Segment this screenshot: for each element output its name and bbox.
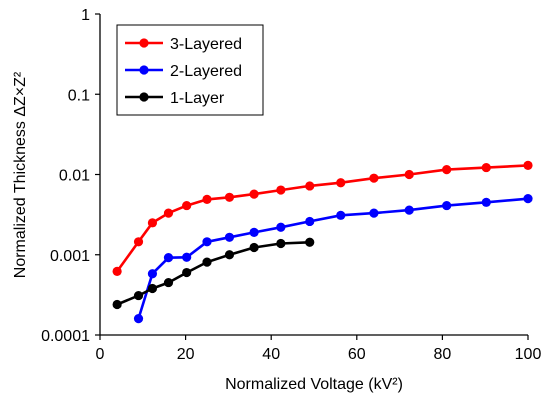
x-tick-label: 40 [262,346,280,363]
data-point-2-layered [369,208,379,218]
y-tick-label: 0.0001 [41,328,90,345]
data-point-2-layered [202,237,212,247]
data-point-2-layered [276,222,286,232]
data-point-2-layered [404,205,414,215]
data-point-1-layer [182,267,192,278]
data-point-2-layered [182,252,192,262]
data-point-2-layered [133,314,144,324]
data-point-3-layered [369,173,379,183]
data-point-3-layered [249,189,259,199]
data-point-3-layered [305,181,315,191]
data-point-2-layered [305,216,315,227]
legend-marker-1-layer [139,92,149,102]
x-axis-title: Normalized Voltage (kV²) [225,376,403,393]
data-point-3-layered [224,192,235,202]
x-tick-label: 20 [177,346,195,363]
data-point-1-layer [249,242,259,253]
data-point-3-layered [404,169,414,180]
data-point-3-layered [336,178,346,188]
data-point-2-layered [336,210,346,220]
x-tick-label: 0 [96,346,105,363]
data-point-3-layered [133,237,144,247]
data-point-3-layered [276,185,286,195]
data-point-1-layer [202,257,212,267]
x-tick-label: 80 [434,346,452,363]
data-point-1-layer [133,290,144,301]
data-point-1-layer [276,238,286,249]
data-point-2-layered [163,253,174,263]
y-tick-label: 1 [81,7,90,24]
legend-label-1-layer: 1-Layer [170,90,225,107]
data-point-1-layer [163,277,174,288]
data-point-1-layer [305,237,315,247]
legend-items: 3-Layered 2-Layered 1-Layer [125,36,242,107]
y-axis-title: Normalized Thickness ΔZ×Z² [12,71,29,278]
data-point-2-layered [442,200,452,211]
legend-marker-3-layered [139,38,149,48]
legend: 3-Layered 2-Layered 1-Layer [116,24,264,116]
legend-label-3-layered: 3-Layered [170,36,242,53]
y-tick-label: 0.1 [68,87,90,104]
y-tick-label: 0.001 [50,248,90,265]
data-point-2-layered [481,197,491,207]
data-point-3-layered [112,266,122,277]
series-layer [112,160,533,324]
legend-marker-2-layered [139,65,149,75]
data-point-1-layer [112,299,122,310]
series-line-2-layered [137,197,529,319]
data-point-3-layered [442,165,452,175]
legend-label-2-layered: 2-Layered [170,63,242,80]
data-point-3-layered [202,194,212,204]
data-point-3-layered [481,162,491,173]
data-point-2-layered [147,269,158,279]
y-ticks: 0.0001 0.001 0.01 0.1 1 [41,7,100,345]
data-point-2-layered [224,232,235,242]
x-tick-label: 60 [348,346,366,363]
data-point-3-layered [523,160,533,170]
y-tick-label: 0.01 [59,168,90,185]
data-point-1-layer [224,250,235,260]
data-point-2-layered [523,194,533,204]
data-point-3-layered [163,208,174,218]
data-point-3-layered [147,218,158,228]
series-line-3-layered [116,164,529,273]
x-tick-label: 100 [515,346,542,363]
data-point-2-layered [249,227,259,237]
plot-area: 0 20 40 60 80 100 0.0001 0.001 0.01 0.1 1 [41,7,541,363]
series-line-1-layer [116,241,310,306]
data-point-1-layer [147,283,158,294]
x-ticks: 0 20 40 60 80 100 [96,335,542,363]
data-point-3-layered [182,200,192,211]
